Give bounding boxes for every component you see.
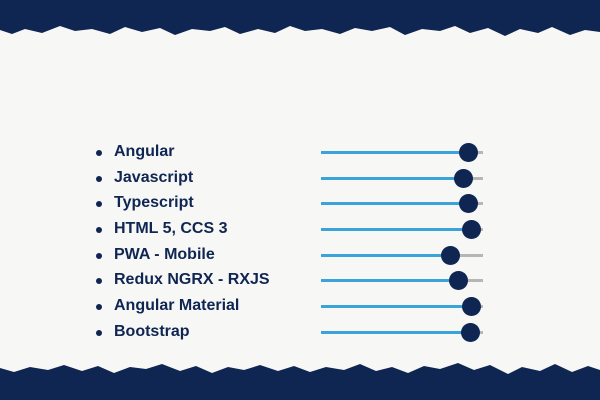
- torn-paper-bottom-edge: [0, 363, 600, 400]
- meter-fill: [321, 228, 472, 232]
- meter-fill: [321, 176, 464, 180]
- skill-name: PWA - Mobile: [114, 245, 215, 263]
- meter-knob: [458, 194, 478, 214]
- meter-knob: [460, 322, 480, 342]
- meter-fill: [321, 330, 471, 334]
- skill-name: Typescript: [114, 194, 194, 212]
- meter-fill: [321, 305, 472, 309]
- skill-row-angular: Angular: [92, 140, 512, 166]
- skill-row-javascript: Javascript: [92, 166, 512, 192]
- meter-fill: [321, 253, 451, 257]
- skill-row-redux: Redux NGRX - RXJS: [92, 268, 512, 294]
- skill-name: Redux NGRX - RXJS: [114, 271, 270, 289]
- skill-level-meter: [321, 168, 483, 188]
- meter-knob: [441, 245, 461, 265]
- skill-name: Javascript: [114, 168, 194, 186]
- skill-level-meter: [321, 297, 483, 317]
- bullet-icon: [96, 278, 102, 285]
- skill-level-meter: [321, 322, 483, 342]
- bullet-icon: [96, 329, 102, 336]
- meter-fill: [321, 279, 459, 283]
- meter-knob: [454, 168, 474, 188]
- meter-knob: [458, 143, 478, 162]
- bullet-icon: [96, 201, 102, 208]
- skill-level-meter: [321, 220, 483, 240]
- bullet-icon: [96, 175, 102, 182]
- meter-fill: [321, 202, 469, 206]
- skill-level-meter: [321, 245, 483, 265]
- skill-name: HTML 5, CCS 3: [114, 220, 228, 238]
- bullet-icon: [96, 227, 102, 234]
- skill-level-meter: [321, 194, 483, 214]
- bullet-icon: [96, 150, 102, 156]
- skill-name: Angular: [114, 143, 175, 160]
- skill-level-meter: [321, 143, 483, 162]
- bullet-icon: [96, 252, 102, 259]
- skills-list: Angular Javascript Typescript HTML 5, CC…: [92, 140, 512, 346]
- meter-knob: [449, 271, 469, 291]
- meter-knob: [462, 297, 482, 317]
- skill-row-html-css: HTML 5, CCS 3: [92, 217, 512, 243]
- meter-knob: [462, 220, 482, 240]
- skill-level-meter: [321, 271, 483, 291]
- skill-row-angular-material: Angular Material: [92, 294, 512, 320]
- skill-row-pwa-mobile: PWA - Mobile: [92, 243, 512, 269]
- bullet-icon: [96, 304, 102, 311]
- skill-row-bootstrap: Bootstrap: [92, 320, 512, 346]
- skill-name: Bootstrap: [114, 322, 190, 340]
- meter-fill: [321, 151, 469, 154]
- skill-row-typescript: Typescript: [92, 191, 512, 217]
- torn-paper-top-edge: [0, 0, 600, 36]
- skill-name: Angular Material: [114, 297, 240, 315]
